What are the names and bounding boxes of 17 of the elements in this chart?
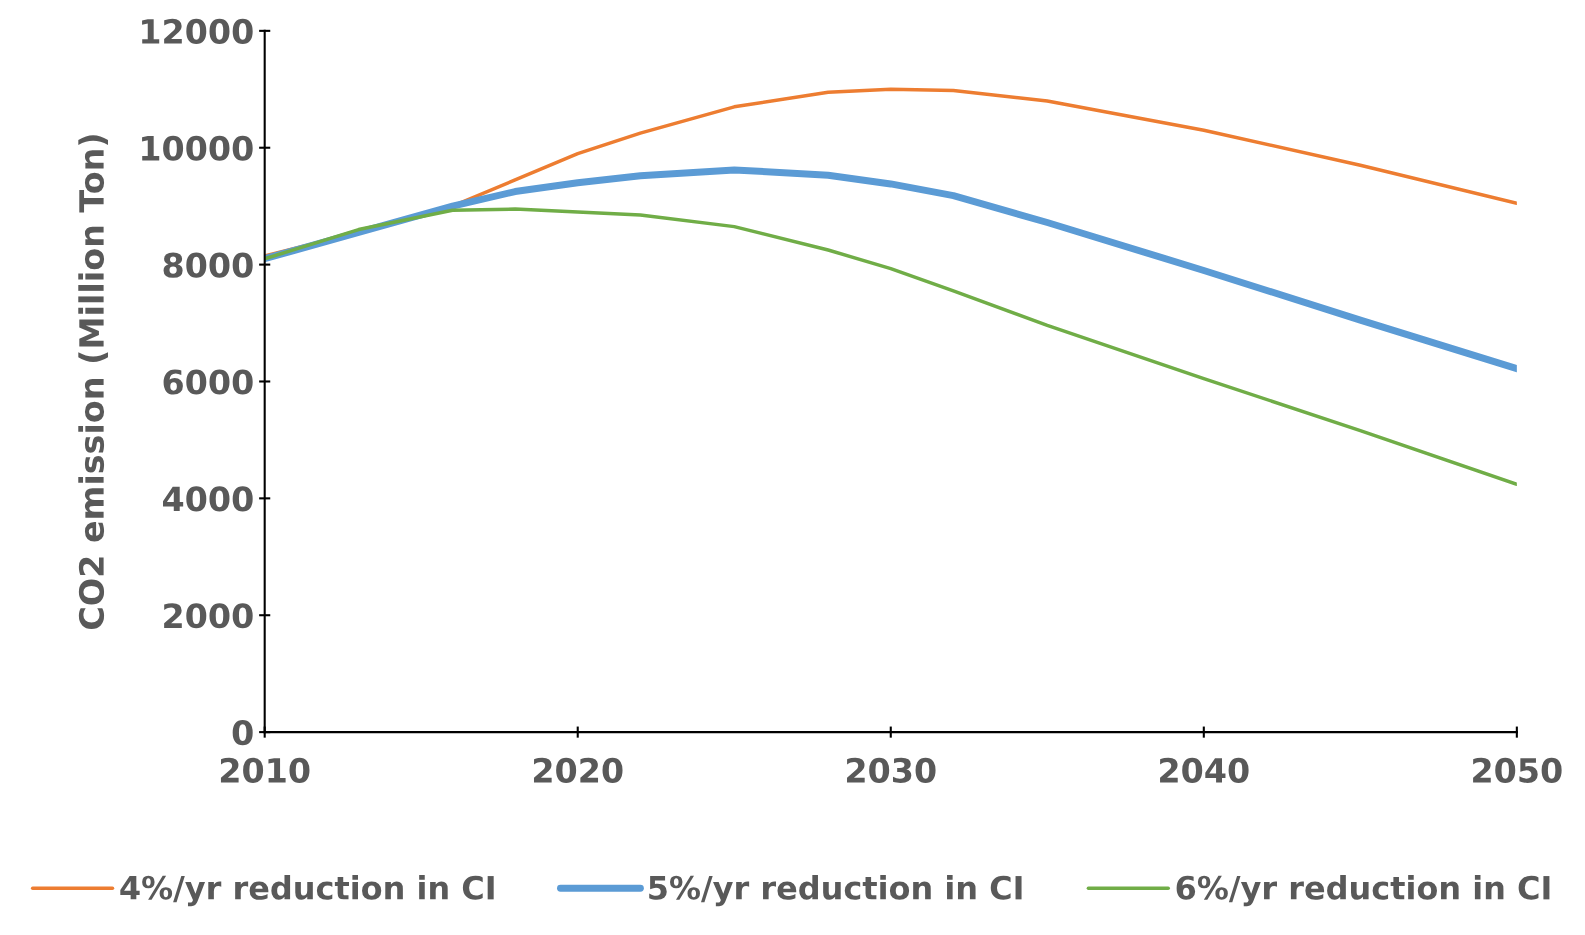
y-tick-label: 8000 [163, 252, 253, 278]
y-axis-title: CO2 emission (Million Ton) [78, 135, 108, 629]
y-tick-label: 2000 [164, 603, 253, 629]
y-tick-label: 12000 [142, 18, 253, 44]
legend-label: 5%/yr reduction in CI [649, 875, 1022, 907]
y-tick-label: 4000 [163, 486, 253, 512]
y-tick-label: 10000 [142, 135, 253, 161]
x-tick-label: 2010 [220, 757, 310, 783]
y-tick-label: 0 [232, 720, 253, 746]
x-tick-label: 2040 [1160, 757, 1249, 783]
x-tick-label: 2020 [533, 757, 623, 783]
legend-label: 4%/yr reduction in CI [120, 875, 494, 907]
y-tick-label: 6000 [163, 369, 253, 395]
line-series [264, 207, 1517, 487]
x-tick-label: 2030 [847, 757, 936, 783]
x-tick-label: 2050 [1473, 757, 1562, 783]
legend-label: 6%/yr reduction in CI [1176, 875, 1550, 907]
